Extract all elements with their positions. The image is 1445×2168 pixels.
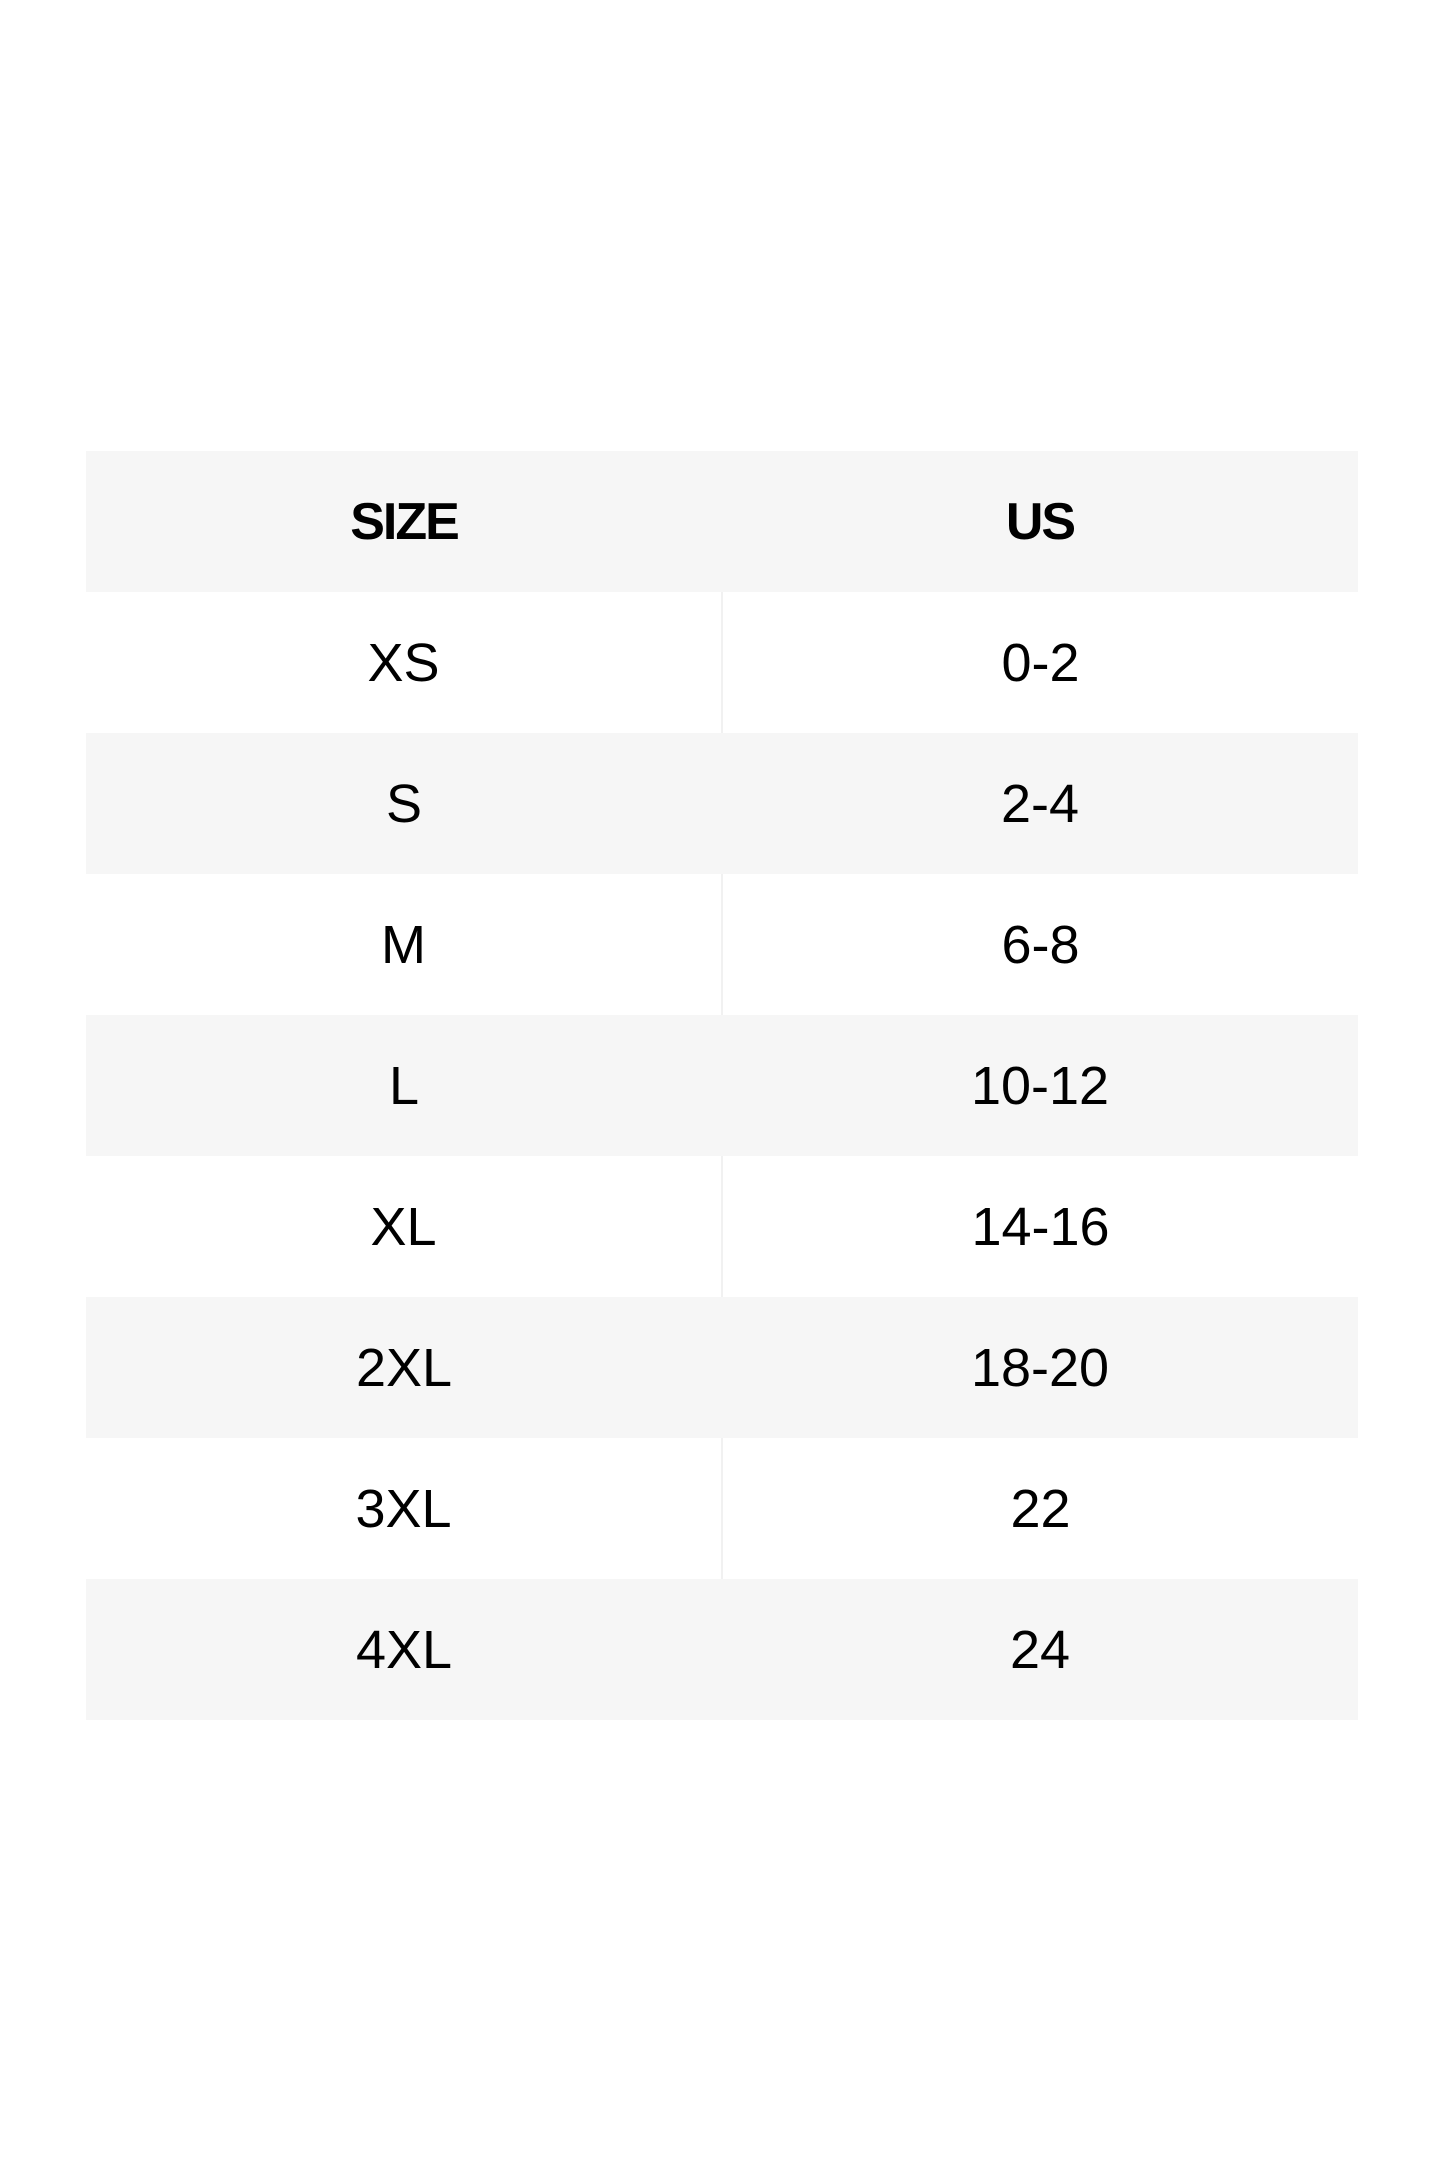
cell-us: 18-20 bbox=[970, 1337, 1110, 1398]
header-us: US bbox=[1005, 492, 1076, 551]
cell-us: 22 bbox=[1010, 1478, 1071, 1539]
cell-us: 2-4 bbox=[1000, 773, 1080, 834]
table-row: S 2-4 bbox=[86, 733, 1358, 874]
cell-size: 4XL bbox=[355, 1619, 453, 1680]
size-chart-table: SIZE US XS 0-2 S 2-4 M 6-8 L 10-12 XL 14-16 2XL 18-… bbox=[86, 451, 1358, 1720]
table-row: L 10-12 bbox=[86, 1015, 1358, 1156]
cell-size: 2XL bbox=[355, 1337, 453, 1398]
cell-size: L bbox=[388, 1055, 420, 1116]
table-header: SIZE US bbox=[86, 451, 1358, 592]
cell-us: 24 bbox=[1009, 1619, 1071, 1680]
table-row: XS 0-2 bbox=[86, 592, 1358, 733]
table-row: M 6-8 bbox=[86, 874, 1358, 1015]
table-row: XL 14-16 bbox=[86, 1156, 1358, 1297]
table-row: 4XL 24 bbox=[86, 1579, 1358, 1720]
cell-size: XS bbox=[86, 592, 723, 733]
cell-us: 14-16 bbox=[971, 1196, 1110, 1257]
table-row: 2XL 18-20 bbox=[86, 1297, 1358, 1438]
cell-size: 3XL bbox=[86, 1438, 723, 1579]
table-row: 3XL 22 bbox=[86, 1438, 1358, 1579]
cell-us: 6-8 bbox=[1001, 914, 1080, 975]
header-size: SIZE bbox=[350, 492, 460, 551]
cell-us: 10-12 bbox=[970, 1055, 1110, 1116]
cell-size: S bbox=[385, 773, 423, 834]
cell-size: M bbox=[86, 874, 723, 1015]
cell-size: XL bbox=[86, 1156, 723, 1297]
cell-us: 0-2 bbox=[1001, 632, 1080, 693]
